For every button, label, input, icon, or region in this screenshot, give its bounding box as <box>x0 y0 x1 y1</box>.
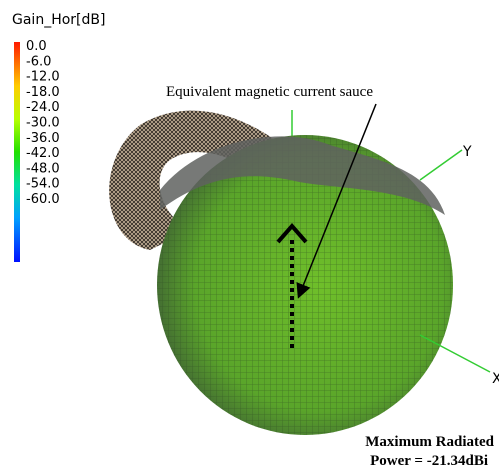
colorbar-label: -12.0 <box>26 70 60 85</box>
x-axis-label: X <box>492 371 499 387</box>
colorbar-label: 0.0 <box>26 39 47 54</box>
colorbar-label: -42.0 <box>26 146 60 161</box>
y-axis-label: Y <box>462 144 472 160</box>
result-line1: Maximum Radiated <box>365 434 494 450</box>
colorbar-label: -36.0 <box>26 131 60 146</box>
colorbar-label: -6.0 <box>26 54 51 69</box>
colorbar-title: Gain_Hor[dB] <box>12 12 105 28</box>
annotation: Equivalent magnetic current sauce <box>166 84 373 100</box>
colorbar-label: -18.0 <box>26 85 60 100</box>
colorbar: Gain_Hor[dB] 0.0-6.0-12.0-18.0-24.0-30.0… <box>12 12 105 262</box>
colorbar-label: -54.0 <box>26 177 60 192</box>
result-line2: Power = -21.34dBi <box>370 453 488 469</box>
colorbar-label: -30.0 <box>26 116 60 131</box>
colorbar-labels: 0.0-6.0-12.0-18.0-24.0-30.0-36.0-42.0-48… <box>26 39 60 207</box>
colorbar-label: -48.0 <box>26 161 60 176</box>
y-axis <box>420 150 462 180</box>
radiation-pattern: Y X <box>109 110 499 435</box>
figure: Gain_Hor[dB] 0.0-6.0-12.0-18.0-24.0-30.0… <box>0 0 499 470</box>
colorbar-label: -24.0 <box>26 100 60 115</box>
colorbar-label: -60.0 <box>26 192 60 207</box>
colorbar-scale <box>14 42 20 262</box>
